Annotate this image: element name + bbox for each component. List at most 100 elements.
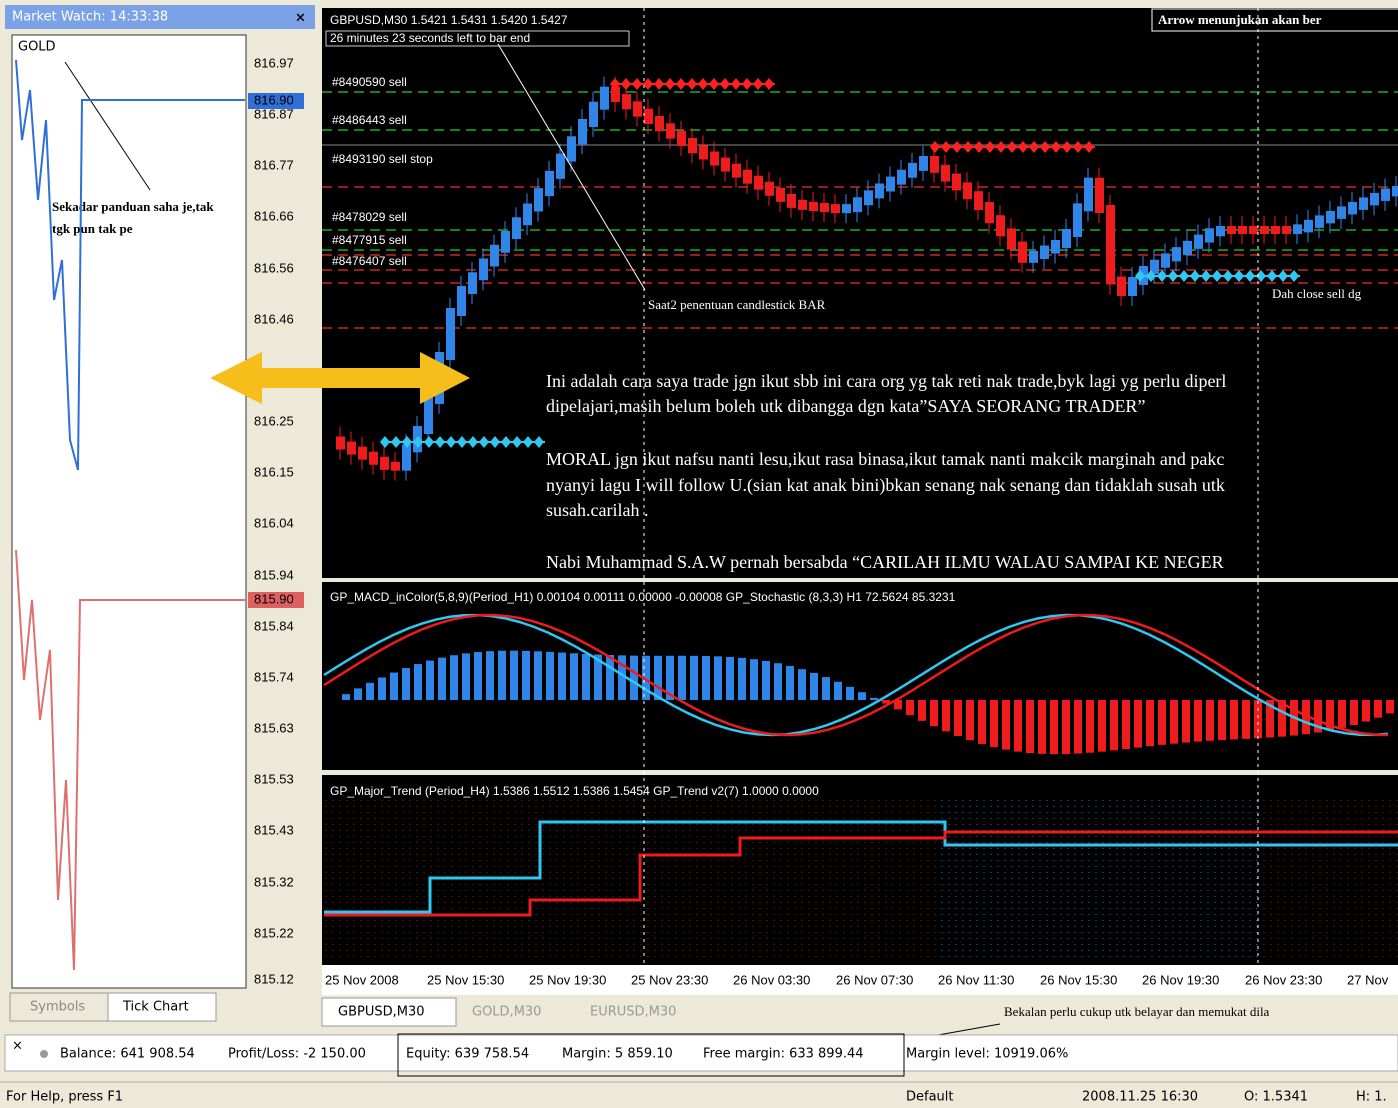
free-margin: Free margin: 633 899.44: [703, 1047, 864, 1062]
candle: [1315, 215, 1324, 228]
candle: [710, 151, 719, 166]
note-box: [1151, 8, 1398, 32]
macd-bar: [726, 656, 734, 700]
candle: [1392, 186, 1398, 197]
macd-bar: [1194, 700, 1202, 742]
candle: [985, 202, 994, 224]
macd-bar: [642, 655, 650, 700]
candle: [358, 446, 367, 460]
paragraph-line: dipelajari,masih belum boleh utk dibangg…: [546, 396, 1145, 416]
candle: [512, 217, 521, 239]
macd-bar: [1278, 700, 1286, 737]
price-label: 815.32: [254, 874, 294, 889]
label: Saat2 penentuan candlestick BAR: [648, 297, 826, 312]
price-label: 816.25: [254, 413, 294, 428]
candle: [1007, 228, 1016, 250]
macd-bar: [690, 655, 698, 700]
macd-bar: [966, 700, 974, 741]
window-title: Market Watch: 14:33:38: [12, 10, 168, 25]
double-arrow: [210, 352, 470, 404]
tick-line: [15, 59, 245, 471]
macd-bar: [1170, 700, 1178, 744]
candle: [809, 201, 818, 211]
candle: [1381, 188, 1390, 201]
order-label: #8476407 sell: [332, 254, 407, 268]
candle: [457, 286, 466, 316]
price-label: 815.22: [254, 925, 294, 940]
macd-bar: [426, 660, 434, 700]
candle: [666, 123, 675, 139]
note: Bekalan perlu cukup utk belayar dan memu…: [1004, 1004, 1270, 1019]
candle: [1337, 206, 1346, 219]
trend-panel: [322, 775, 1398, 965]
price-label: 816.04: [254, 515, 294, 530]
macd-bar: [498, 650, 506, 700]
macd-bar: [1050, 700, 1058, 755]
candle: [644, 108, 653, 124]
price-label: 816.46: [254, 311, 294, 326]
macd-bar: [1098, 700, 1106, 752]
close-button[interactable]: ×: [12, 1039, 23, 1054]
chart-tab[interactable]: [321, 997, 457, 1027]
order-label: #8478029 sell: [332, 210, 407, 224]
order-label: #8490590 sell: [332, 75, 407, 89]
candle: [622, 94, 631, 110]
note: Arrow menunjukan akan ber: [1158, 12, 1322, 27]
candle: [1216, 226, 1225, 237]
macd-bar: [1038, 700, 1046, 754]
macd-bar: [1254, 700, 1262, 739]
price-label: 816.56: [254, 260, 294, 275]
macd-bar: [858, 692, 866, 700]
macd-bar: [1314, 700, 1322, 733]
candle: [479, 258, 488, 281]
macd-bar: [1146, 700, 1154, 747]
paragraph-line: nyanyi lagu I will follow U.(sian kat an…: [546, 475, 1225, 496]
margin: Margin: 5 859.10: [562, 1047, 673, 1062]
macd-bar: [654, 655, 662, 700]
tab[interactable]: [107, 992, 217, 1022]
tab[interactable]: [9, 992, 109, 1022]
candle: [699, 145, 708, 160]
macd-bar: [906, 700, 914, 716]
paragraph-line: Nabi Muhammad S.A.W pernah bersabda “CAR…: [546, 552, 1224, 572]
tick-chart: [11, 34, 247, 989]
macd-bar: [606, 655, 614, 700]
candle: [919, 156, 928, 171]
candle: [1271, 226, 1280, 234]
symbol: GOLD: [18, 40, 56, 55]
candle: [1260, 226, 1269, 234]
macd-bar: [1182, 700, 1190, 743]
macd-bar: [1326, 700, 1334, 731]
candle: [853, 197, 862, 213]
price-label: 815.43: [254, 822, 294, 837]
candle: [1348, 201, 1357, 215]
highlight-box: [397, 1033, 905, 1077]
macd-bar: [1350, 700, 1358, 725]
macd-bar: [402, 668, 410, 700]
label: Dah close sell dg: [1272, 286, 1362, 301]
macd-bar: [582, 653, 590, 700]
macd-bar: [810, 672, 818, 700]
candle: [1370, 192, 1379, 206]
price-label: 815.63: [254, 720, 294, 735]
candle: [523, 203, 532, 226]
candle: [501, 231, 510, 253]
chart-tab-label[interactable]: EURUSD,M30: [590, 1005, 676, 1020]
candle: [996, 215, 1005, 237]
macd-bar: [702, 655, 710, 700]
tab-label: Symbols: [30, 1000, 85, 1015]
profit-loss: Profit/Loss: -2 150.00: [228, 1047, 366, 1062]
candle: [1150, 259, 1159, 274]
stoch-line: [323, 613, 1389, 737]
candle: [1040, 245, 1049, 259]
close-button[interactable]: ×: [295, 11, 306, 26]
time-label: 26 Nov 03:30: [733, 972, 810, 987]
candle: [1095, 177, 1104, 213]
candle: [1084, 177, 1093, 212]
price-badge: [248, 93, 304, 109]
macd-bar: [786, 665, 794, 700]
candle: [754, 175, 763, 190]
status-text: H: 1.: [1356, 1090, 1387, 1105]
chart-tab-label[interactable]: GOLD,M30: [472, 1005, 541, 1020]
candle: [1238, 226, 1247, 234]
